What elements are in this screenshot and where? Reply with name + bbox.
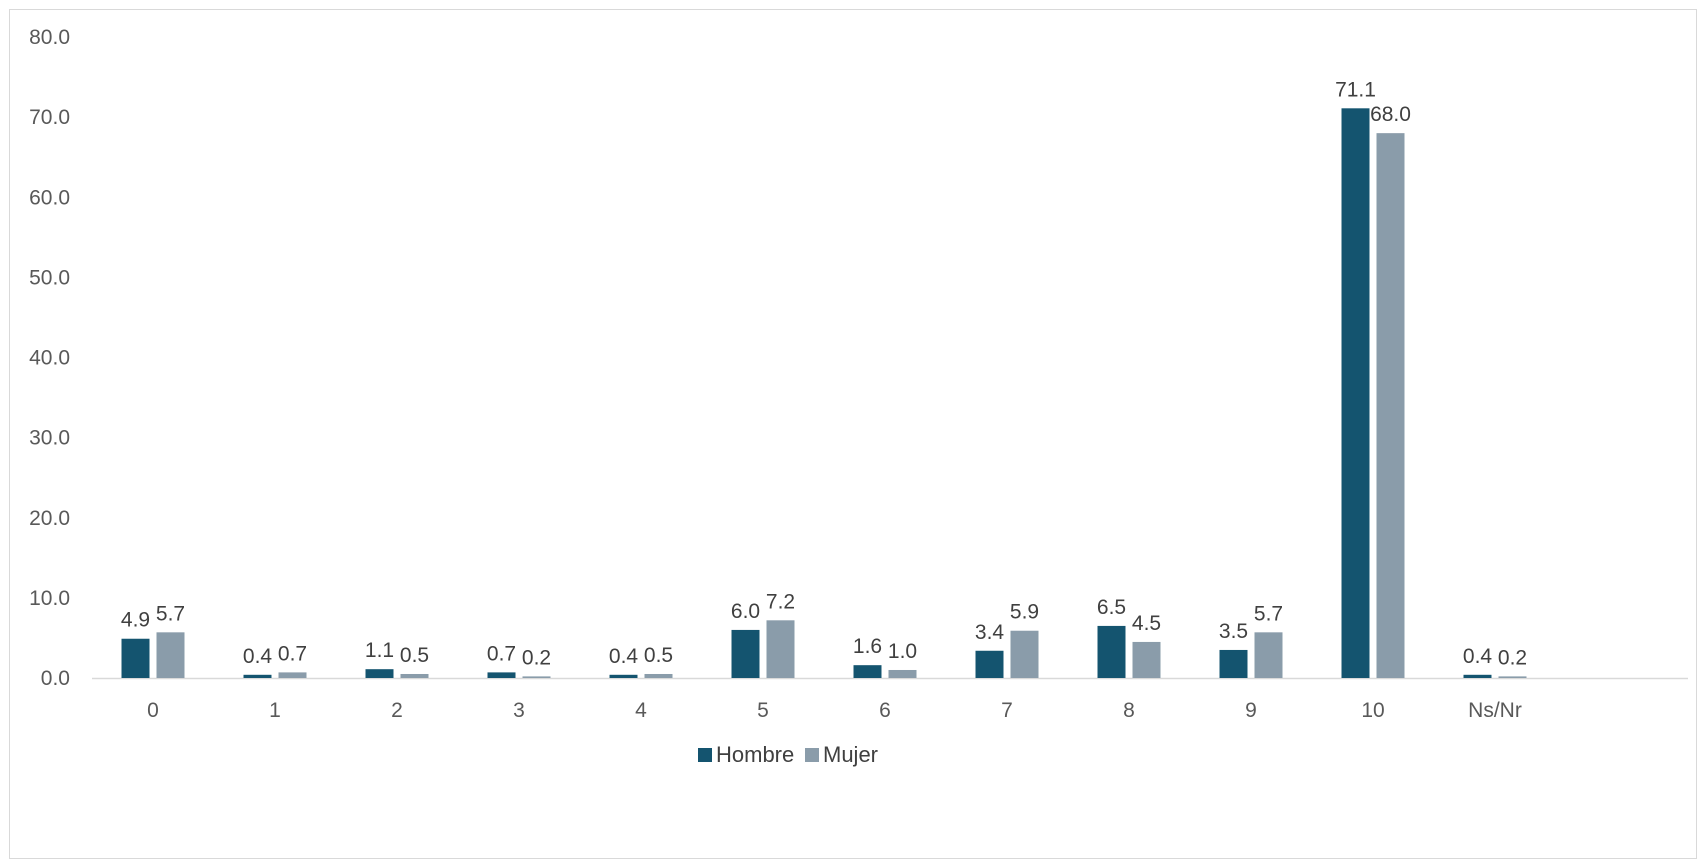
legend-swatch-hombre [698,748,712,762]
y-tick-label: 60.0 [29,186,70,209]
data-label: 0.4 [1463,645,1493,668]
y-tick-label: 40.0 [29,347,70,370]
bar-hombre [243,674,272,678]
x-tick-label: 1 [269,699,281,722]
bar-hombre [121,638,150,678]
y-tick-label: 50.0 [29,266,70,289]
bar-mujer [888,669,917,678]
x-tick-label: 2 [391,699,403,722]
x-tick-label: 0 [147,699,159,722]
legend-label-mujer: Mujer [823,742,878,767]
chart-frame: 0.0 10.0 20.0 30.0 40.0 50.0 60.0 70.0 80.0 4.9 5.… [9,9,1697,859]
bar-mujer [278,672,307,678]
x-tick-label: 4 [635,699,647,722]
x-tick-label: 3 [513,699,525,722]
y-tick-label: 10.0 [29,587,70,610]
data-label: 0.4 [609,645,639,668]
bar-mujer [522,676,551,678]
x-tick-label: Ns/Nr [1468,699,1522,722]
data-label: 3.5 [1219,620,1248,643]
data-label: 5.7 [1254,602,1283,625]
data-label: 1.0 [888,640,917,663]
data-label: 1.6 [853,635,882,658]
data-label: 0.7 [487,642,516,665]
data-label: 7.2 [766,590,795,613]
y-tick-label: 70.0 [29,106,70,129]
data-label: 4.5 [1132,612,1161,635]
bar-mujer [1254,632,1283,678]
bar-mujer [1010,630,1039,678]
bar-hombre [365,669,394,678]
bar-hombre [487,672,516,678]
x-tick-label: 6 [879,699,891,722]
x-tick-label: 5 [757,699,769,722]
bar-hombre [731,629,760,678]
x-tick-label: 9 [1245,699,1257,722]
bar-hombre [975,650,1004,678]
data-label: 3.4 [975,621,1005,644]
data-label: 4.9 [121,609,150,632]
data-label: 5.9 [1010,601,1039,624]
data-label: 6.0 [731,600,760,623]
y-tick-label: 20.0 [29,507,70,530]
data-label: 0.5 [644,644,673,667]
legend-swatch-mujer [805,748,819,762]
bar-mujer [400,673,429,678]
bar-mujer [1132,641,1161,678]
data-label: 6.5 [1097,596,1126,619]
bar-mujer [644,673,673,678]
data-label: 1.1 [365,639,394,662]
data-label: 0.2 [1498,646,1527,669]
y-tick-label: 0.0 [41,667,70,690]
data-label: 0.5 [400,644,429,667]
data-label: 68.0 [1370,103,1411,126]
data-label: 0.7 [278,642,307,665]
x-tick-label: 8 [1123,699,1135,722]
bar-mujer [156,632,185,678]
y-tick-label: 80.0 [29,26,70,49]
x-tick-label: 10 [1361,699,1384,722]
bar-hombre [609,674,638,678]
data-label: 71.1 [1335,78,1376,101]
x-tick-label: 7 [1001,699,1013,722]
legend-label-hombre: Hombre [716,742,794,767]
bar-hombre [1341,108,1370,678]
bar-hombre [1097,625,1126,678]
y-tick-label: 30.0 [29,427,70,450]
bar-hombre [1463,674,1492,678]
data-label: 0.4 [243,645,273,668]
data-label: 0.2 [522,646,551,669]
bar-hombre [853,665,882,678]
bar-mujer [1376,133,1405,678]
bar-chart: 0.0 10.0 20.0 30.0 40.0 50.0 60.0 70.0 80.0 4.9 5.… [29,26,1688,767]
data-label: 5.7 [156,602,185,625]
bar-mujer [1498,676,1527,678]
bar-mujer [766,620,795,678]
bar-hombre [1219,649,1248,678]
